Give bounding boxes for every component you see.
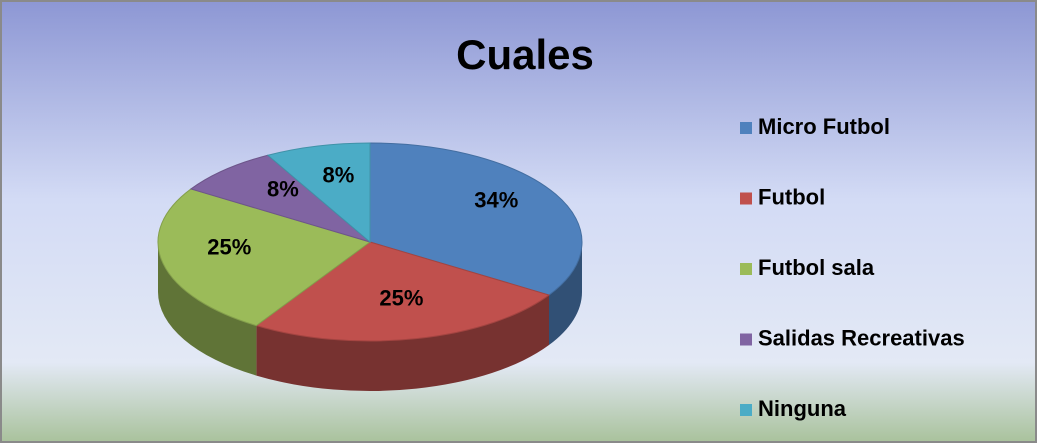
legend-label: Futbol <box>758 184 825 209</box>
slice-side <box>256 295 549 391</box>
legend-label: Salidas Recreativas <box>758 325 965 350</box>
slice-side <box>158 242 257 376</box>
slice <box>266 142 371 244</box>
data-label: 34% <box>474 187 518 212</box>
legend-swatch <box>740 333 752 346</box>
data-label: 8% <box>267 177 299 202</box>
legend-swatch <box>740 404 752 416</box>
legend-label: Micro Futbol <box>758 114 890 139</box>
data-label: 25% <box>379 286 423 311</box>
legend-label: Ninguna <box>758 396 847 421</box>
slice <box>369 142 583 296</box>
legend-swatch <box>740 263 752 275</box>
legend-swatch <box>740 192 752 205</box>
chart-title: Cuales <box>456 31 594 78</box>
data-label: 25% <box>207 234 251 259</box>
slice-side <box>548 242 582 346</box>
slice <box>255 241 551 342</box>
legend-label: Futbol sala <box>758 255 875 280</box>
slice <box>157 188 372 327</box>
slice <box>189 154 371 243</box>
legend-swatch <box>740 122 752 134</box>
data-label: 8% <box>322 162 354 187</box>
